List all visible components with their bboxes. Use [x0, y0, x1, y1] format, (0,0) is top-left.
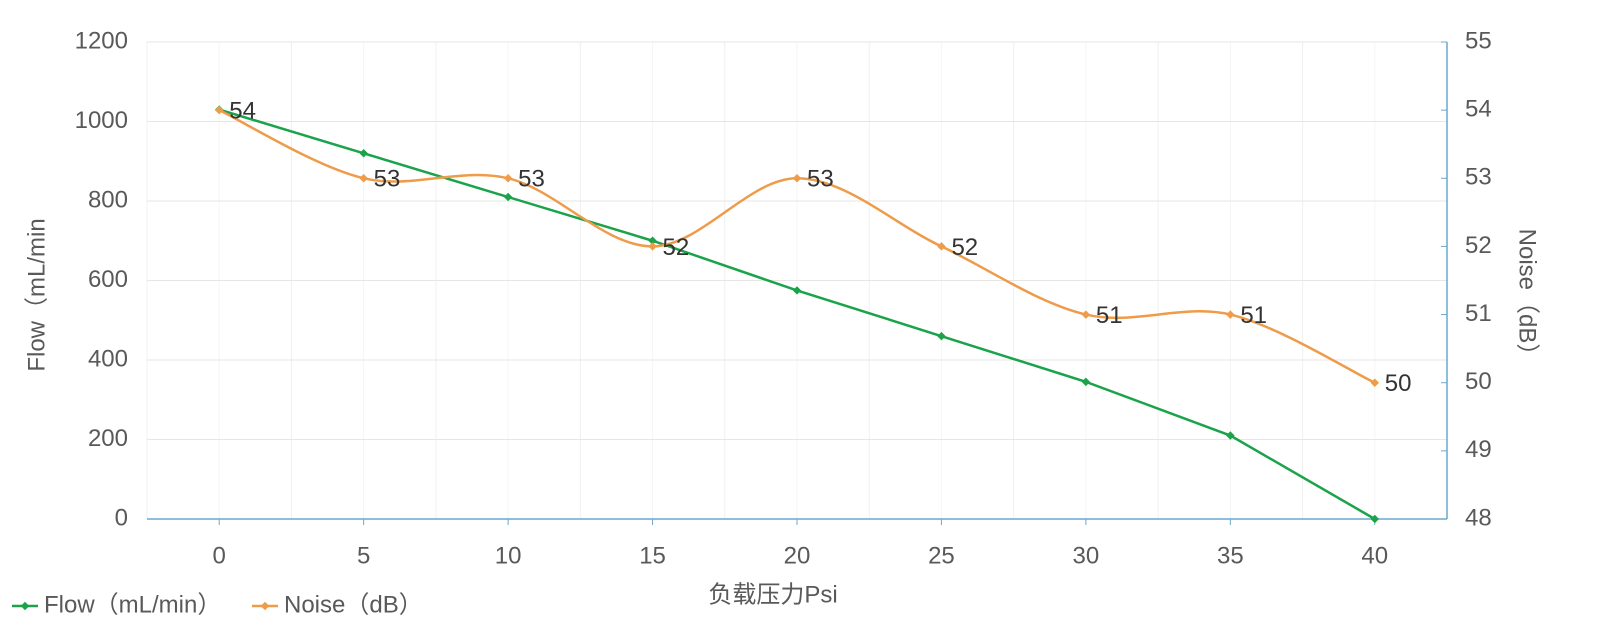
y-tick-label: 400: [88, 345, 128, 372]
data-label: 54: [229, 97, 256, 124]
legend-label: Noise（dB）: [284, 591, 423, 618]
y2-tick-label: 51: [1465, 300, 1492, 327]
y-tick-label: 200: [88, 425, 128, 452]
x-tick-label: 25: [928, 542, 955, 569]
x-tick-label: 0: [213, 542, 226, 569]
x-tick-label: 20: [784, 542, 811, 569]
y-tick-label: 1200: [75, 27, 128, 54]
y-tick-label: 1000: [75, 107, 128, 134]
y2-axis-title: Noise（dB）: [1514, 229, 1541, 368]
x-tick-label: 40: [1361, 542, 1388, 569]
y-axis-title: Flow（mL/min: [23, 218, 50, 371]
y2-tick-label: 54: [1465, 95, 1492, 122]
point: [214, 105, 224, 115]
data-label: 53: [374, 166, 401, 193]
legend-marker: [260, 601, 270, 611]
y2-tick-label: 48: [1465, 504, 1492, 531]
y2-tick-label: 55: [1465, 27, 1492, 54]
x-axis-title: 负载压力Psi: [708, 581, 837, 608]
y-tick-label: 0: [115, 504, 128, 531]
y2-tick-label: 52: [1465, 232, 1492, 259]
point: [503, 174, 513, 183]
data-label: 52: [951, 234, 978, 261]
x-tick-label: 10: [495, 542, 522, 569]
data-label: 53: [518, 166, 545, 193]
point: [937, 242, 946, 251]
point: [648, 242, 657, 251]
data-label: 50: [1385, 370, 1412, 397]
point: [1370, 514, 1380, 524]
x-tick-label: 15: [639, 542, 666, 569]
x-tick-label: 5: [357, 542, 370, 569]
y2-tick-label: 49: [1465, 436, 1492, 463]
point: [1370, 378, 1380, 387]
point: [937, 331, 946, 341]
y-tick-label: 800: [88, 186, 128, 213]
point: [1226, 310, 1235, 319]
point: [792, 174, 802, 183]
legend-label: Flow（mL/min）: [44, 591, 221, 618]
data-label: 52: [663, 234, 690, 261]
point: [359, 149, 368, 158]
y2-tick-label: 53: [1465, 164, 1492, 191]
point: [503, 192, 513, 202]
point: [359, 174, 368, 183]
y2-tick-label: 50: [1465, 368, 1492, 395]
y-tick-label: 600: [88, 266, 128, 293]
data-label: 53: [807, 166, 834, 193]
x-tick-label: 30: [1073, 542, 1100, 569]
point: [1081, 310, 1091, 319]
point: [1226, 431, 1235, 440]
point: [1081, 377, 1091, 387]
legend-marker: [20, 601, 30, 611]
point: [792, 286, 802, 295]
data-label: 51: [1240, 302, 1267, 329]
data-label: 51: [1096, 302, 1123, 329]
x-tick-label: 35: [1217, 542, 1244, 569]
